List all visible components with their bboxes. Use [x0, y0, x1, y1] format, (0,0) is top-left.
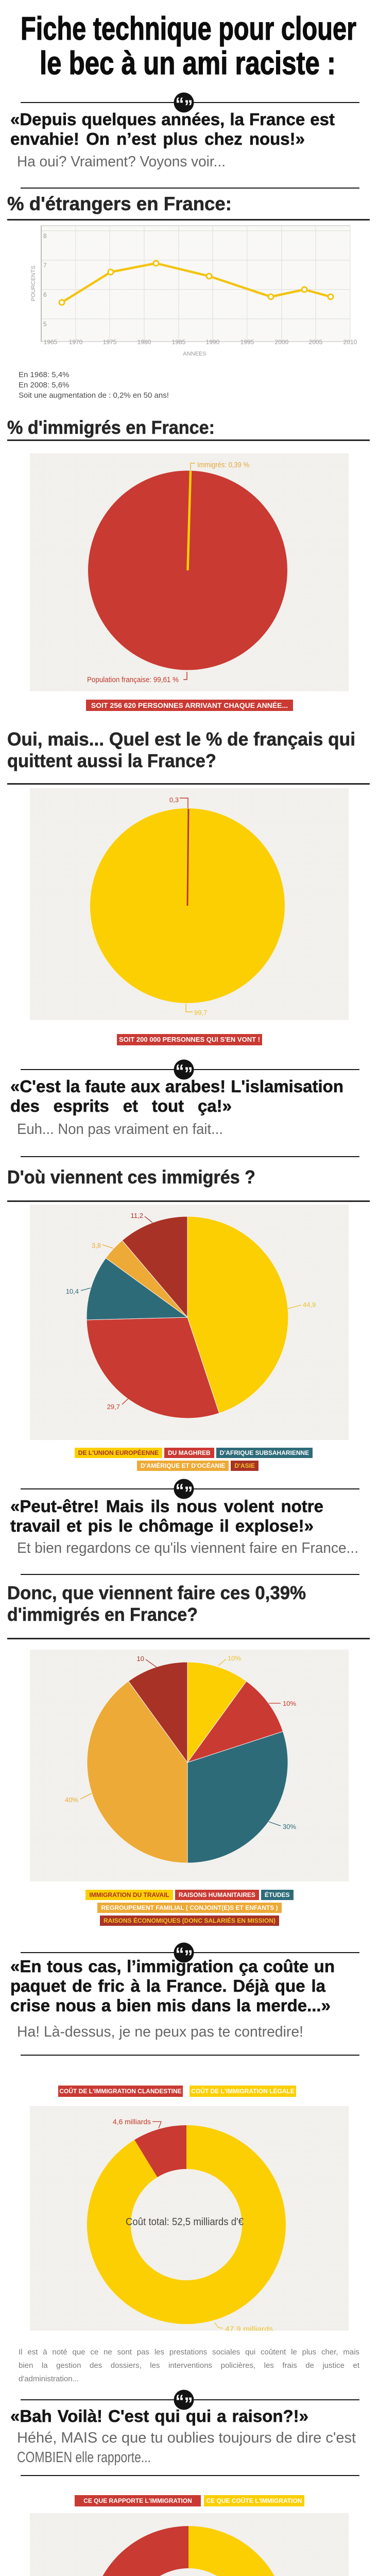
svg-text:99,7: 99,7 [194, 1009, 207, 1016]
svg-text:10: 10 [137, 1655, 144, 1663]
svg-text:2000: 2000 [275, 338, 289, 346]
svg-text:”: ” [184, 97, 193, 113]
svg-text:“: “ [176, 1944, 184, 1963]
svg-text:2010: 2010 [343, 338, 357, 346]
svg-text:1990: 1990 [206, 338, 220, 346]
svg-text:1965: 1965 [44, 338, 58, 346]
svg-text:”: ” [184, 2394, 193, 2411]
svg-text:47,9 milliards: 47,9 milliards [225, 2325, 273, 2331]
svg-text:10%: 10% [228, 1654, 241, 1662]
svg-text:“: “ [176, 2392, 184, 2411]
svg-text:5: 5 [43, 320, 47, 328]
svg-text:10,4: 10,4 [66, 1287, 79, 1295]
svg-text:3,8: 3,8 [92, 1242, 101, 1249]
svg-text:30%: 30% [283, 1823, 296, 1831]
svg-text:”: ” [184, 1483, 193, 1500]
svg-text:1975: 1975 [103, 338, 117, 346]
svg-text:0,3: 0,3 [169, 796, 179, 804]
svg-text:1980: 1980 [137, 338, 151, 346]
svg-text:6: 6 [43, 291, 47, 298]
svg-text:1985: 1985 [172, 338, 186, 346]
svg-text:8: 8 [43, 232, 47, 240]
svg-text:44,9: 44,9 [303, 1301, 316, 1309]
svg-text:40%: 40% [65, 1796, 78, 1804]
svg-text:”: ” [184, 1947, 193, 1963]
svg-text:ANNEES: ANNEES [183, 351, 206, 357]
svg-text:2005: 2005 [309, 338, 323, 346]
svg-text:1970: 1970 [69, 338, 83, 346]
svg-text:Immigrés: 0,39 %: Immigrés: 0,39 % [197, 461, 249, 469]
svg-text:7: 7 [43, 262, 47, 269]
svg-text:1995: 1995 [240, 338, 254, 346]
svg-text:11,2: 11,2 [131, 1212, 143, 1219]
svg-text:29,7: 29,7 [107, 1403, 120, 1411]
svg-text:10%: 10% [283, 1700, 296, 1707]
svg-text:Population française: 99,61 %: Population française: 99,61 % [87, 676, 179, 684]
svg-text:“: “ [176, 1481, 184, 1500]
svg-text:“: “ [176, 1061, 184, 1080]
svg-text:“: “ [176, 94, 184, 113]
svg-text:”: ” [184, 1064, 193, 1080]
svg-text:4,6 milliards: 4,6 milliards [113, 2117, 151, 2126]
svg-text:POURCENTS: POURCENTS [30, 265, 37, 301]
